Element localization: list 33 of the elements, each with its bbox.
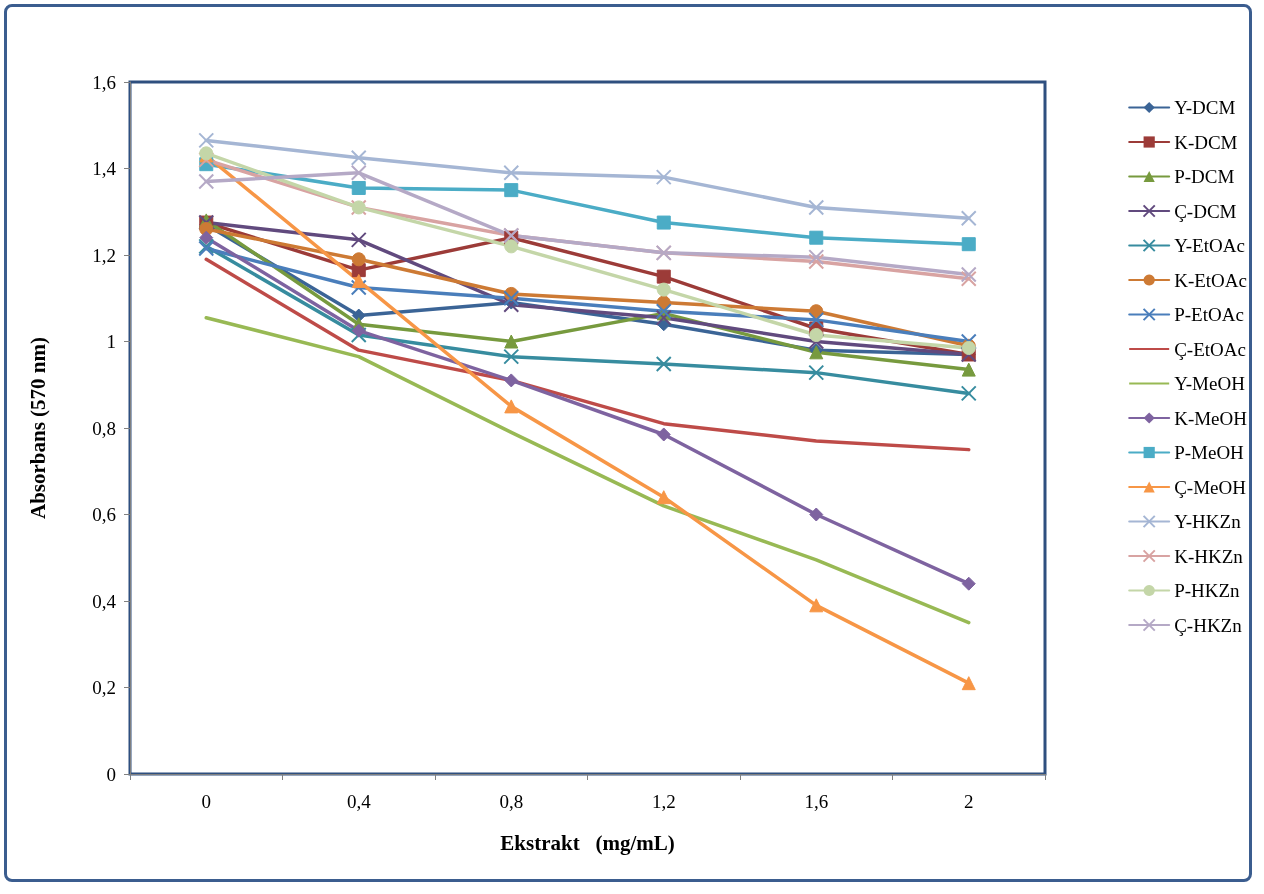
y-tick-label: 0,2 bbox=[92, 677, 116, 698]
y-tick-label: 0,8 bbox=[92, 417, 116, 439]
legend-label: P-EtOAc bbox=[1174, 304, 1244, 325]
y-tick-label: 0,6 bbox=[92, 504, 116, 525]
legend-label: Y-HKZn bbox=[1174, 511, 1242, 532]
y-tick-label: 1 bbox=[106, 331, 116, 352]
y-tick-label: 1,4 bbox=[92, 158, 117, 179]
legend-label: Ç-HKZn bbox=[1174, 614, 1243, 636]
y-tick-label: 1,6 bbox=[92, 71, 116, 93]
legend-label: P-DCM bbox=[1174, 166, 1235, 187]
y-tick-label: 0 bbox=[106, 763, 116, 785]
legend-label: Y-MeOH bbox=[1174, 373, 1246, 394]
legend-label: K-MeOH bbox=[1174, 407, 1248, 429]
y-tick-label: 0,4 bbox=[92, 590, 117, 612]
x-tick-label: 2 bbox=[964, 791, 974, 812]
x-axis-title: Ekstrakt (mg/mL) bbox=[500, 830, 675, 855]
legend-label: P-HKZn bbox=[1174, 580, 1241, 601]
x-tick-label: 1,6 bbox=[804, 791, 829, 812]
legend-label: K-DCM bbox=[1174, 131, 1238, 153]
legend-label: P-MeOH bbox=[1174, 442, 1245, 463]
legend-label: K-HKZn bbox=[1174, 545, 1244, 567]
legend-label: Ç-MeOH bbox=[1174, 476, 1247, 498]
x-tick-label: 0,8 bbox=[499, 791, 524, 812]
legend-label: Y-EtOAc bbox=[1174, 235, 1245, 256]
legend-label: Ç-DCM bbox=[1174, 200, 1237, 222]
y-tick-label: 1,2 bbox=[92, 244, 116, 266]
x-tick-label: 1,2 bbox=[651, 791, 676, 812]
y-axis-title: Absorbans (570 nm) bbox=[25, 336, 50, 520]
x-tick-label: 0 bbox=[201, 791, 211, 812]
legend-label: Ç-EtOAc bbox=[1174, 338, 1246, 360]
legend-label: Y-DCM bbox=[1174, 97, 1236, 118]
x-tick-label: 0,4 bbox=[346, 791, 372, 812]
legend-label: K-EtOAc bbox=[1174, 269, 1247, 291]
